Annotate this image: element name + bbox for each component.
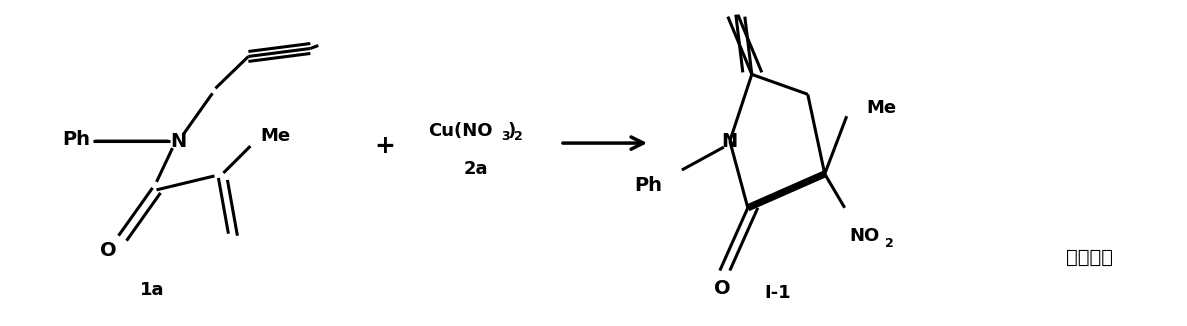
Text: +: + [375, 134, 395, 158]
Text: I-1: I-1 [764, 285, 791, 303]
Text: Me: Me [867, 99, 897, 117]
Text: Me: Me [260, 127, 291, 145]
Text: O: O [100, 241, 116, 260]
Text: ): ) [507, 122, 515, 140]
Text: （式二）: （式二） [1066, 248, 1113, 267]
Text: NO: NO [850, 227, 880, 245]
Text: O: O [713, 279, 730, 298]
Text: N: N [722, 132, 738, 151]
Text: 2: 2 [884, 237, 894, 250]
Text: Cu(NO: Cu(NO [429, 122, 493, 140]
Text: 2: 2 [514, 130, 522, 142]
Text: N: N [171, 132, 186, 151]
Text: Ph: Ph [63, 130, 90, 149]
Text: –: – [93, 132, 102, 151]
Text: 2a: 2a [464, 160, 488, 178]
Text: 3: 3 [501, 130, 509, 142]
Text: 1a: 1a [140, 281, 165, 300]
Text: Ph: Ph [634, 176, 662, 195]
